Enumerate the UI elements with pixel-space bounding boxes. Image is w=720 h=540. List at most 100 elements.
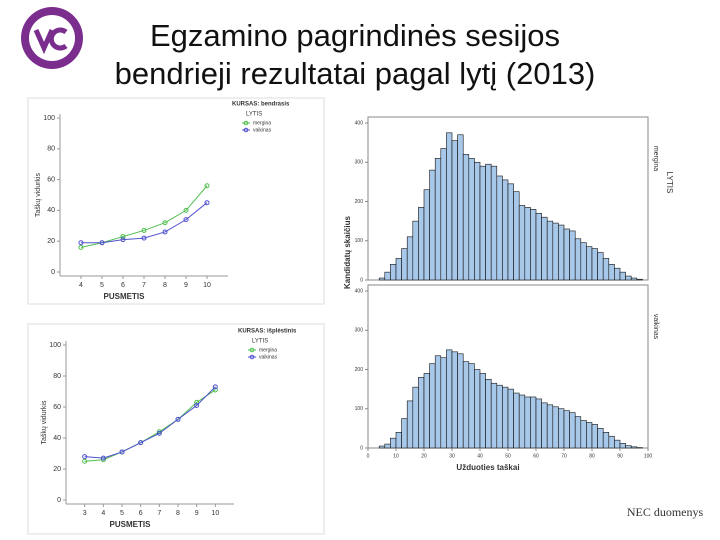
series-line xyxy=(84,389,216,462)
y-tick-label: 80 xyxy=(53,373,61,380)
y-tick-label: 300 xyxy=(355,160,364,166)
bar xyxy=(591,248,598,281)
x-tick-label: 70 xyxy=(561,453,567,459)
bar xyxy=(630,277,638,281)
y-tick-label: 0 xyxy=(51,269,55,276)
bar xyxy=(451,140,458,281)
x-tick-label: 5 xyxy=(100,282,104,289)
bar xyxy=(401,248,408,281)
bar xyxy=(524,207,531,281)
logo-mark xyxy=(33,27,68,55)
bar xyxy=(446,132,453,281)
x-tick-label: 3 xyxy=(83,510,87,517)
point xyxy=(194,399,200,405)
bar xyxy=(530,396,537,449)
series-line xyxy=(81,202,208,244)
legend-marker xyxy=(243,120,249,126)
bar xyxy=(597,252,604,281)
bar xyxy=(446,349,453,449)
point xyxy=(78,244,84,250)
point xyxy=(212,387,218,393)
x-tick-label: 5 xyxy=(120,510,124,517)
bar xyxy=(507,183,514,281)
facet-label: LYTIS xyxy=(665,172,674,194)
bar xyxy=(558,408,565,449)
point xyxy=(194,402,200,408)
panel-label: vaikinas xyxy=(652,314,659,340)
bar xyxy=(608,263,615,281)
panel-label: mergina xyxy=(652,146,659,171)
bar xyxy=(479,165,486,281)
x-tick-label: 60 xyxy=(533,453,539,459)
bar xyxy=(390,437,397,449)
bar xyxy=(384,271,391,281)
bar xyxy=(496,384,503,449)
bar xyxy=(625,445,632,449)
bar xyxy=(513,191,520,281)
bar xyxy=(558,224,565,281)
bar xyxy=(485,163,492,281)
bar xyxy=(619,442,626,449)
y-tick-label: 40 xyxy=(53,435,61,442)
y-tick-label: 20 xyxy=(47,238,55,245)
bar xyxy=(468,158,475,281)
y-tick-label: 0 xyxy=(360,277,363,283)
bar xyxy=(552,406,559,449)
y-axis-label: Taškų vidurkis xyxy=(35,173,42,217)
point xyxy=(141,235,147,241)
bar xyxy=(552,222,559,281)
legend-label: mergina xyxy=(253,120,271,126)
point xyxy=(204,183,210,189)
y-tick-label: 0 xyxy=(360,445,363,451)
x-tick-label: 8 xyxy=(163,282,167,289)
bar xyxy=(440,148,447,281)
bar xyxy=(602,258,610,281)
bar xyxy=(602,431,610,449)
point xyxy=(78,240,84,246)
bar xyxy=(418,207,425,281)
point xyxy=(162,229,168,235)
x-tick-label: 10 xyxy=(393,453,399,459)
bar xyxy=(378,277,386,281)
bar xyxy=(502,179,509,281)
y-tick-label: 200 xyxy=(355,199,364,205)
chart-frame xyxy=(27,97,325,305)
legend-marker xyxy=(249,347,255,353)
x-tick-label: 100 xyxy=(644,453,653,459)
y-tick-label: 200 xyxy=(355,367,364,373)
x-tick-label: 10 xyxy=(211,510,219,517)
chart-frame xyxy=(27,323,325,535)
bar xyxy=(395,258,402,281)
x-tick-label: 6 xyxy=(139,510,143,517)
x-axis-label: PUSMETIS xyxy=(110,520,152,529)
point xyxy=(82,454,88,460)
bar xyxy=(474,369,481,449)
bar xyxy=(614,267,621,281)
bar xyxy=(546,404,554,449)
bar xyxy=(636,278,643,281)
bar xyxy=(479,373,486,449)
x-tick-label: 4 xyxy=(101,510,105,517)
bar xyxy=(630,446,638,449)
bar xyxy=(451,351,458,449)
bar xyxy=(580,242,587,281)
bar xyxy=(490,382,498,449)
bar xyxy=(597,428,604,449)
point xyxy=(82,458,88,464)
bar xyxy=(490,165,498,281)
bar xyxy=(412,386,419,449)
y-tick-label: 100 xyxy=(49,342,61,349)
point xyxy=(119,449,125,455)
x-tick-label: 4 xyxy=(79,282,83,289)
y-tick-label: 400 xyxy=(355,120,364,126)
x-tick-label: 7 xyxy=(157,510,161,517)
bar xyxy=(524,396,531,449)
bar xyxy=(608,435,615,449)
x-tick-label: 10 xyxy=(203,282,211,289)
bar xyxy=(541,216,548,281)
bar xyxy=(429,169,436,281)
point xyxy=(162,220,168,226)
point xyxy=(183,217,189,223)
bar xyxy=(541,402,548,449)
